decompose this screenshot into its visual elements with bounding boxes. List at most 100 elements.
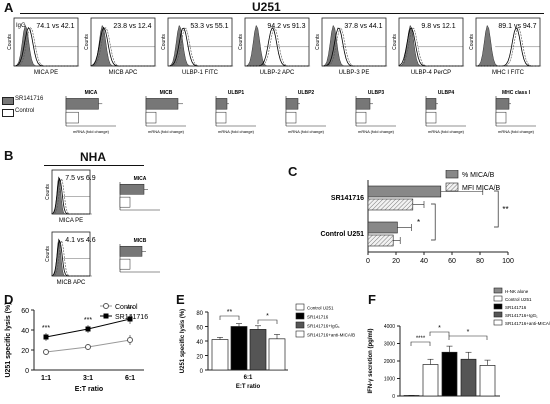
- e-legend-label: SR141716+IgG₁: [307, 324, 340, 329]
- c-legend-swatch: [445, 182, 459, 192]
- e-annotation: *: [266, 313, 269, 320]
- mrna-bar-sr: [285, 98, 299, 110]
- mrna-xlabel: mRNA (fold change): [148, 129, 185, 134]
- c-legend-swatch: [445, 170, 459, 179]
- mrna-bar-ctrl: [495, 111, 507, 124]
- d-legend-marker: [103, 313, 109, 319]
- mrna-xlabel: mRNA (fold change): [73, 129, 110, 134]
- e-bar: [211, 339, 229, 371]
- histogram-ylabel: Counts: [238, 34, 244, 50]
- histogram-ratio: 37.8 vs 44.1: [344, 23, 382, 30]
- d-x-tick-label: 3:1: [83, 375, 93, 382]
- mrna-title: ULBP4: [438, 90, 455, 96]
- c-bar: [367, 198, 414, 211]
- c-category-label: SR141716: [331, 195, 364, 202]
- f-legend-label: SR141716+IgG₁: [505, 313, 538, 318]
- mrna-bar-sr: [215, 98, 228, 110]
- e-bracket: [257, 319, 278, 324]
- histogram-axis-label: MICA PE: [59, 218, 83, 224]
- control-histogram: [168, 27, 234, 67]
- mrna-bar-sr: [65, 98, 99, 110]
- f-tick-label: 0: [392, 394, 395, 400]
- f-tick-label: 1000: [384, 377, 395, 383]
- c-tick-label: 60: [448, 258, 456, 265]
- control-histogram: [476, 27, 542, 67]
- panel-e-label: E: [176, 292, 185, 307]
- histogram-axis-label: MHC I FITC: [492, 70, 525, 76]
- histogram-ylabel: Counts: [45, 184, 51, 200]
- d-ylabel: U251 specific lysis (%): [5, 302, 12, 377]
- e-legend-swatch: [295, 330, 305, 338]
- mrna-bar-sr: [495, 98, 510, 110]
- d-tick-label: 0: [25, 368, 29, 375]
- mrna-title: MICA: [134, 176, 147, 182]
- control-histogram: [398, 27, 465, 67]
- f-legend-label: Control U251: [505, 297, 532, 302]
- mrna-xlabel: mRNA (fold change): [218, 129, 255, 134]
- d-tick-label: 40: [21, 328, 29, 335]
- histogram-ratio: 74.1 vs 42.1: [36, 23, 74, 30]
- d-tick-label: 20: [21, 348, 29, 355]
- c-bar: [367, 185, 442, 198]
- e-legend-swatch: [295, 321, 305, 329]
- f-bracket: [410, 341, 431, 346]
- panel-a-label: A: [4, 0, 14, 15]
- mrna-bar-ctrl: [119, 258, 131, 270]
- d-annotation: ***: [42, 325, 50, 332]
- c-bracket: [431, 203, 436, 241]
- histogram-ylabel: Counts: [45, 246, 51, 262]
- d-tick-label: 60: [21, 308, 29, 315]
- histogram-ratio: 9.8 vs 12.1: [421, 23, 455, 30]
- f-legend-label: H-NK alone: [505, 289, 529, 294]
- f-legend-swatch: [493, 303, 503, 310]
- histogram-ylabel: Counts: [161, 34, 167, 50]
- mrna-title: MICB: [134, 238, 147, 244]
- histogram-axis-label: ULBP-4 PerCP: [411, 70, 451, 76]
- mrna-bar-ctrl: [285, 111, 297, 124]
- panel-d-chart: 0 20 40 60 1:1 3:1 6:1 E:T ratio U251 specific l…: [5, 302, 148, 393]
- f-ylabel: IFN-γ secretion (pg/ml): [368, 328, 374, 393]
- control-histogram: [322, 27, 388, 67]
- histogram-ylabel: Counts: [392, 34, 398, 50]
- histogram-ratio: 7.5 vs 6.9: [65, 175, 95, 182]
- e-xlabel: E:T ratio: [236, 384, 261, 390]
- f-tick-label: 3000: [384, 342, 395, 348]
- histogram-ylabel: Counts: [469, 34, 475, 50]
- panel-b-divider: [44, 165, 144, 166]
- control-histogram: [51, 177, 92, 215]
- histogram-ylabel: Counts: [84, 34, 90, 50]
- d-xlabel: E:T ratio: [75, 386, 103, 393]
- histogram-axis-label: ULBP-2 APC: [260, 70, 295, 76]
- mrna-bar-sr: [355, 98, 371, 110]
- c-bracket: [494, 190, 499, 228]
- c-bar: [367, 234, 394, 247]
- c-legend-label: MFI MICA/B: [462, 185, 500, 192]
- panel-b-label: B: [4, 148, 14, 163]
- e-legend-swatch: [295, 312, 305, 320]
- e-legend-swatch: [295, 303, 305, 311]
- histogram-ratio: 53.3 vs 55.1: [190, 23, 228, 30]
- e-bar: [268, 338, 286, 371]
- e-ylabel: U251 specific lysis (%): [180, 309, 186, 373]
- c-annotation: **: [502, 205, 508, 214]
- e-xlabel-top: 6:1: [244, 375, 253, 381]
- e-annotation: **: [227, 309, 233, 316]
- panel-f-chart: 0 1000 2000 3000 4000 IFN-γ secretion (pg/ml)…: [368, 287, 550, 400]
- legend-label-ctrl: Control: [15, 108, 35, 114]
- histogram-axis-label: MICB APC: [109, 70, 138, 76]
- panel-b-cell-line: NHA: [80, 150, 106, 164]
- f-legend-label: SR141716: [505, 305, 527, 310]
- f-annotation: ****: [416, 336, 426, 342]
- e-bar: [230, 326, 248, 371]
- e-legend-label: Control U251: [307, 306, 334, 311]
- e-tick-label: 60: [196, 326, 203, 332]
- mrna-xlabel: mRNA (fold change): [428, 129, 465, 134]
- control-histogram: [51, 239, 92, 277]
- c-tick-label: 0: [366, 258, 370, 265]
- panel-d-label: D: [4, 292, 14, 307]
- mrna-bar-ctrl: [65, 111, 79, 124]
- d-point: [85, 326, 91, 332]
- mrna-bar-ctrl: [215, 111, 227, 124]
- c-bar: [367, 221, 398, 234]
